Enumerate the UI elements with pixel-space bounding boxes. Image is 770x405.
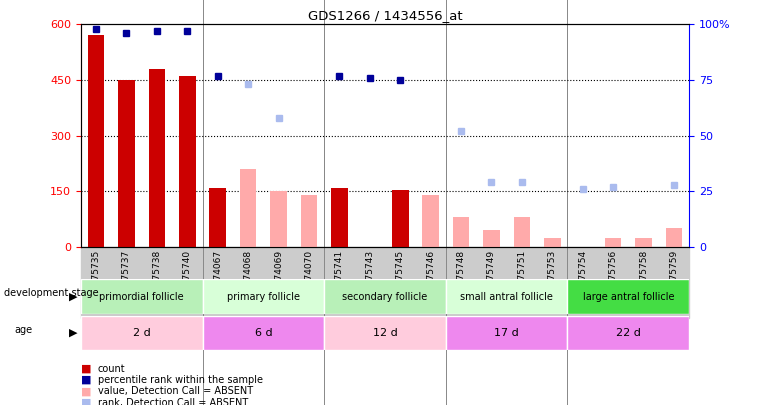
Title: GDS1266 / 1434556_at: GDS1266 / 1434556_at <box>308 9 462 22</box>
Text: rank, Detection Call = ABSENT: rank, Detection Call = ABSENT <box>98 398 248 405</box>
Bar <box>88 36 105 247</box>
Text: count: count <box>98 364 126 373</box>
Bar <box>118 80 135 247</box>
Bar <box>446 279 567 314</box>
Bar <box>392 190 409 247</box>
Text: 22 d: 22 d <box>616 328 641 338</box>
Text: ■: ■ <box>81 386 92 396</box>
Text: age: age <box>15 325 32 335</box>
Bar <box>81 316 203 350</box>
Text: primary follicle: primary follicle <box>227 292 300 302</box>
Bar <box>567 279 689 314</box>
Bar <box>604 238 621 247</box>
Bar <box>483 230 500 247</box>
Text: 17 d: 17 d <box>494 328 519 338</box>
Text: secondary follicle: secondary follicle <box>343 292 427 302</box>
Bar <box>270 191 287 247</box>
Bar <box>179 76 196 247</box>
Text: large antral follicle: large antral follicle <box>583 292 674 302</box>
Bar <box>331 188 348 247</box>
Text: 12 d: 12 d <box>373 328 397 338</box>
Bar <box>665 228 682 247</box>
Text: small antral follicle: small antral follicle <box>460 292 553 302</box>
Bar <box>422 195 439 247</box>
Bar <box>453 217 470 247</box>
Text: percentile rank within the sample: percentile rank within the sample <box>98 375 263 385</box>
Bar <box>544 238 561 247</box>
Bar <box>324 279 446 314</box>
Bar <box>446 316 567 350</box>
Bar <box>567 316 689 350</box>
Bar <box>514 217 531 247</box>
Text: ▶: ▶ <box>69 292 77 302</box>
Text: development stage: development stage <box>4 288 99 298</box>
Bar <box>81 247 689 318</box>
Text: value, Detection Call = ABSENT: value, Detection Call = ABSENT <box>98 386 253 396</box>
Bar <box>635 238 652 247</box>
Text: ■: ■ <box>81 375 92 385</box>
Text: 6 d: 6 d <box>255 328 272 338</box>
Bar <box>203 279 324 314</box>
Bar <box>81 279 203 314</box>
Bar <box>209 188 226 247</box>
Text: ■: ■ <box>81 398 92 405</box>
Bar <box>149 69 166 247</box>
Bar <box>203 316 324 350</box>
Text: ■: ■ <box>81 364 92 373</box>
Text: ▶: ▶ <box>69 328 77 338</box>
Text: 2 d: 2 d <box>132 328 151 338</box>
Bar <box>239 169 256 247</box>
Bar <box>324 316 446 350</box>
Text: primordial follicle: primordial follicle <box>99 292 184 302</box>
Bar <box>300 195 317 247</box>
